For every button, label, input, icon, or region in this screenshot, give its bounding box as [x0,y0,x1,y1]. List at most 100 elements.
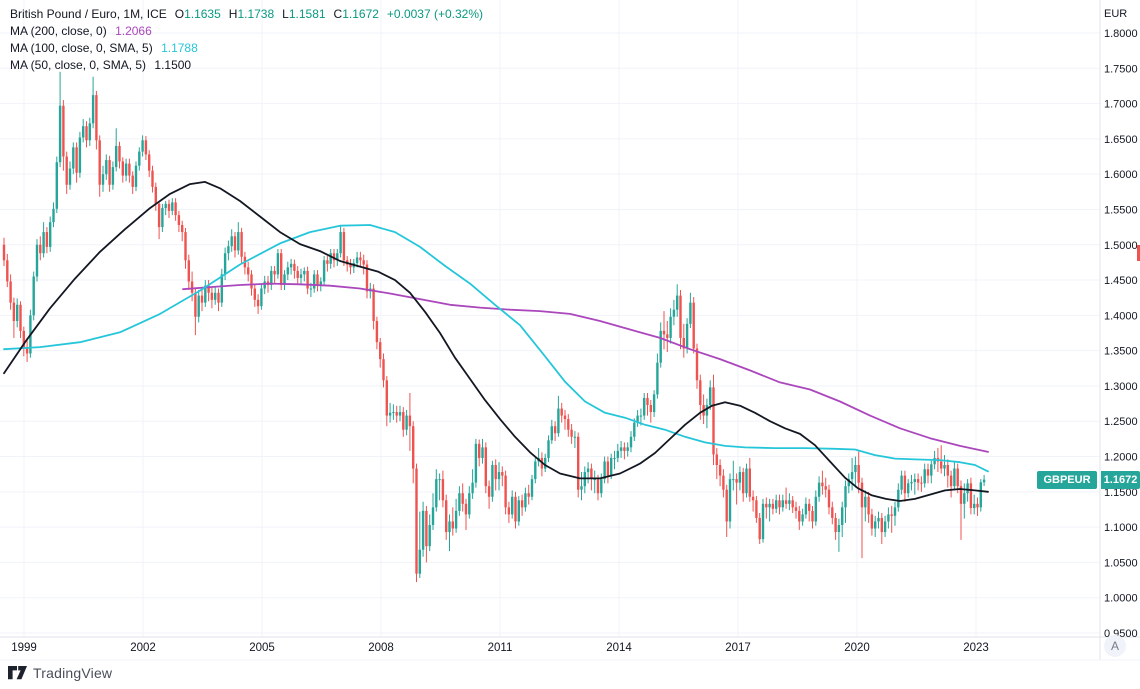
candle-body [326,260,329,264]
candle-body [438,479,441,481]
candle-body [827,489,831,508]
candle-body [214,292,217,300]
candle-body [507,507,511,515]
candle-body [613,457,616,459]
candle-body [880,517,883,533]
candle-body [154,186,157,204]
candle-body [643,397,646,416]
chart-legend: British Pound / Euro, 1M, ICE O1.1635 H1.1… [10,6,483,74]
candle-body [32,276,35,316]
price-tick-label: 1.5500 [1104,204,1138,216]
candle-body [207,285,210,293]
candle-body [910,481,913,484]
candle-body [247,267,250,275]
candle-body [514,496,517,522]
candle-body [131,175,134,187]
candle-body [303,270,306,275]
candle-body [111,167,115,185]
candle-body [834,517,837,533]
time-axis[interactable]: 1999 2002 2005 2008 2011 2014 2017 2020 2023 [11,642,989,654]
ma-200-legend-row[interactable]: MA (200, close, 0) 1.2066 [10,23,483,40]
price-axis-currency-label: EUR [1104,8,1127,20]
candle-body [718,465,722,476]
candle-body [725,489,728,522]
candle-body [250,274,253,289]
candle-body [474,443,478,483]
candle-body [286,267,289,275]
candle-body [722,475,725,490]
candle-body [976,503,979,508]
candle-body [920,482,923,484]
candle-body [62,105,65,157]
price-tick-label: 1.3500 [1104,346,1138,358]
candle-body [217,292,220,303]
candle-body [428,525,431,547]
candle-body [775,500,778,509]
candle-body [134,165,138,187]
candle-body [445,500,448,533]
price-tick-label: 1.6000 [1104,169,1138,181]
symbol-legend-row[interactable]: British Pound / Euro, 1M, ICE O1.1635 H1.1… [10,6,483,23]
candle-body [656,362,659,395]
candle-body [124,163,128,176]
candle-body [593,479,596,481]
candle-body [425,510,428,547]
candle-body [187,260,190,282]
ma-50-legend-row[interactable]: MA (50, close, 0, SMA, 5) 1.1500 [10,57,483,74]
candle-body [151,170,154,187]
ma-line-ma-200 [182,282,989,453]
candle-body [682,337,685,349]
candle-body [144,140,148,155]
candle-body [930,464,933,476]
candle-body [309,288,313,290]
candle-body [392,412,395,414]
auto-scale-button[interactable]: A [1104,635,1126,657]
candle-body [788,500,791,504]
candle-body [322,260,326,282]
candle-body [174,202,177,216]
candle-body [636,415,639,423]
candle-body [227,246,230,254]
candle-body [362,260,365,265]
candle-body [415,468,418,574]
price-tick-label: 1.3000 [1104,381,1138,393]
tradingview-logo-icon [8,666,27,680]
candle-body [494,465,497,480]
price-tick-label: 1.7500 [1104,63,1138,75]
price-tick-label: 1.1000 [1104,522,1138,534]
candle-body [926,469,930,476]
candle-body [220,274,223,303]
price-tick-label: 1.4500 [1104,275,1138,287]
candle-body [128,163,131,176]
candle-body [883,521,887,533]
candle-body [121,161,124,176]
candle-body [837,525,841,533]
price-axis[interactable]: EUR 1.8000 1.7500 1.7000 1.6500 1.6000 1.5500 1… [1104,8,1138,640]
candle-body [138,151,141,166]
ma-100-legend-row[interactable]: MA (100, close, 0, SMA, 5) 1.1788 [10,40,483,57]
candle-body [402,412,405,430]
candles-layer[interactable] [2,71,986,583]
candle-body [778,500,781,508]
year-tick-label: 1999 [11,642,37,654]
candle-body [283,274,286,285]
candle-body [91,95,95,124]
candle-body [560,408,563,416]
candle-body [161,208,164,228]
candle-body [329,253,332,264]
tradingview-logo-link[interactable]: TradingView [8,665,112,681]
candle-body [916,479,920,483]
ma-200-value: 1.2066 [115,24,152,38]
candle-body [223,253,227,275]
candle-body [857,465,860,483]
candle-body [379,342,382,360]
candle-body [874,521,877,529]
candle-body [639,415,643,417]
candle-body [692,302,695,349]
candle-body [573,436,577,438]
price-tick-label: 1.7000 [1104,99,1138,111]
candle-body [676,295,679,310]
candle-body [824,486,827,490]
candle-body [669,316,672,338]
